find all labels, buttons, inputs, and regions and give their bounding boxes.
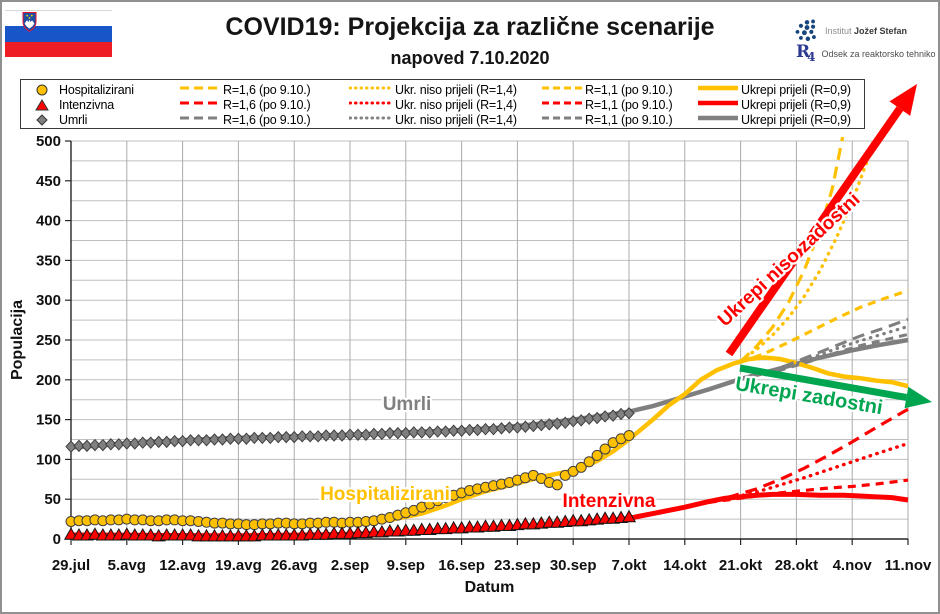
- diamond-marker-icon: [36, 113, 48, 126]
- umrli-markers: [65, 406, 635, 453]
- y-tick-label: 300: [36, 292, 61, 309]
- ijs-logo: Institut Jožef Stefan: [794, 18, 907, 44]
- x-tick-label: 30.sep: [550, 557, 597, 574]
- umrli-label: Umrli: [383, 394, 432, 415]
- slovenia-coat-of-arms-icon: [22, 12, 37, 32]
- x-tick-label: 12.avg: [159, 557, 206, 574]
- x-tick-label: 2.sep: [331, 557, 369, 574]
- solid-line-sample: [698, 85, 738, 91]
- r4-logo: R4 Odsek za reaktorsko tehniko: [796, 42, 936, 65]
- legend-entry-label: Ukr. niso prijeli (R=1,4): [395, 82, 517, 97]
- legend-series-name: Hospitalizirani: [59, 82, 134, 97]
- x-tick-label: 7.okt: [611, 557, 646, 574]
- legend-row-hospitalizirani: Hospitalizirani R=1,6 (po 9.10.) Ukr. niso…: [25, 82, 860, 97]
- legend-entry-label: Ukrepi prijeli (R=0,9): [741, 97, 851, 112]
- dot-line-sample: [348, 101, 394, 105]
- hospitalizirani-r14-line: [738, 135, 877, 363]
- x-tick-label: 19.avg: [215, 557, 262, 574]
- y-tick-label: 200: [36, 372, 61, 389]
- y-tick-label: 350: [36, 252, 61, 269]
- y-tick-label: 50: [44, 491, 61, 508]
- dot-line-sample: [348, 86, 394, 90]
- x-tick-label: 26.avg: [271, 557, 318, 574]
- dash2-line-sample: [542, 101, 582, 105]
- page-title: COVID19: Projekcija za različne scenarij…: [225, 13, 715, 41]
- x-tick-label: 5.avg: [108, 557, 146, 574]
- y-tick-label: 500: [36, 133, 61, 150]
- umrli-r16-line: [763, 317, 909, 375]
- flag-stripe-red: [5, 41, 112, 57]
- legend-entry-label: Ukr. niso prijeli (R=1,4): [395, 97, 517, 112]
- y-tick-label: 450: [36, 173, 61, 190]
- solid-line-sample: [698, 115, 738, 121]
- dash2-line-sample: [542, 86, 582, 90]
- intenzivna-markers: [63, 509, 637, 542]
- y-tick-label: 150: [36, 412, 61, 429]
- triangle-marker-icon: [35, 98, 49, 110]
- page-subtitle: napoved 7.10.2020: [390, 48, 550, 68]
- intenzivna-label: Intenzivna: [563, 491, 656, 512]
- hospitalizirani-r16-line: [739, 136, 845, 363]
- legend-entry-label: R=1,1 (po 9.10.): [585, 97, 673, 112]
- legend-entry-label: R=1,6 (po 9.10.): [223, 97, 311, 112]
- umrli-r14-line: [762, 324, 910, 376]
- ukrepi-zadostni-arrow: [739, 364, 932, 409]
- y-tick-label: 100: [36, 451, 61, 468]
- x-tick-label: 28.okt: [775, 557, 818, 574]
- x-tick-label: 4.nov: [833, 557, 873, 574]
- hospitalizirani-markers: [65, 430, 635, 531]
- r4-label: Odsek za reaktorsko tehniko: [821, 48, 936, 59]
- legend-entry-label: Ukr. niso prijeli (R=1,4): [395, 112, 517, 127]
- x-tick-label: 9.sep: [387, 557, 425, 574]
- legend-entry-label: Ukrepi prijeli (R=0,9): [741, 112, 851, 127]
- dash-line-sample: [180, 116, 220, 120]
- axis-tick-labels: 0 50 100 150 200 250 300 350 400 450 500 29.jul 5.av…: [36, 133, 932, 574]
- x-tick-label: 23.sep: [494, 557, 541, 574]
- legend-row-intenzivna: Intenzivna R=1,6 (po 9.10.) Ukr. niso prij…: [25, 97, 860, 112]
- ijs-dots-icon: [795, 19, 816, 42]
- legend-series-name: Intenzivna: [59, 97, 114, 112]
- chart-legend: Hospitalizirani R=1,6 (po 9.10.) Ukr. niso…: [20, 79, 865, 129]
- y-tick-label: 400: [36, 213, 61, 230]
- circle-marker-icon: [36, 83, 48, 96]
- intenzivna-r16-line: [708, 407, 909, 504]
- hospitalizirani-label: Hospitalizirani: [320, 484, 450, 505]
- hospitalizirani-r11-line: [740, 289, 909, 364]
- y-tick-label: 250: [36, 332, 61, 349]
- x-tick-label: 16.sep: [438, 557, 485, 574]
- ijs-label: Institut Jožef Stefan: [825, 26, 908, 36]
- dash-line-sample: [180, 101, 220, 105]
- gridlines: [71, 140, 909, 539]
- legend-row-umrli: Umrli R=1,6 (po 9.10.) Ukr. niso prijeli (…: [25, 112, 860, 127]
- y-axis-title: Populacija: [9, 300, 26, 380]
- dash2-line-sample: [542, 116, 582, 120]
- x-tick-label: 14.okt: [663, 557, 706, 574]
- x-tick-label: 11.nov: [885, 557, 932, 574]
- x-tick-label: 21.okt: [719, 557, 762, 574]
- x-tick-label: 29.jul: [52, 557, 90, 574]
- dot-line-sample: [348, 116, 394, 120]
- legend-series-name: Umrli: [59, 112, 88, 127]
- intenzivna-r11-line: [708, 478, 909, 504]
- ukrepi-niso-zadostni-arrow: [725, 84, 917, 357]
- legend-entry-label: R=1,6 (po 9.10.): [223, 112, 311, 127]
- dash-line-sample: [180, 86, 220, 90]
- y-tick-label: 0: [53, 531, 61, 548]
- legend-entry-label: R=1,6 (po 9.10.): [223, 82, 311, 97]
- legend-entry-label: Ukrepi prijeli (R=0,9): [741, 82, 851, 97]
- x-axis-title: Datum: [465, 579, 515, 596]
- intenzivna-r14-line: [707, 441, 910, 504]
- umrli-r11-line: [764, 332, 909, 377]
- legend-entry-label: R=1,1 (po 9.10.): [585, 112, 673, 127]
- slovenia-flag-icon: [5, 10, 112, 57]
- solid-line-sample: [698, 100, 738, 106]
- r4-icon: R4: [796, 42, 816, 65]
- legend-entry-label: R=1,1 (po 9.10.): [585, 82, 673, 97]
